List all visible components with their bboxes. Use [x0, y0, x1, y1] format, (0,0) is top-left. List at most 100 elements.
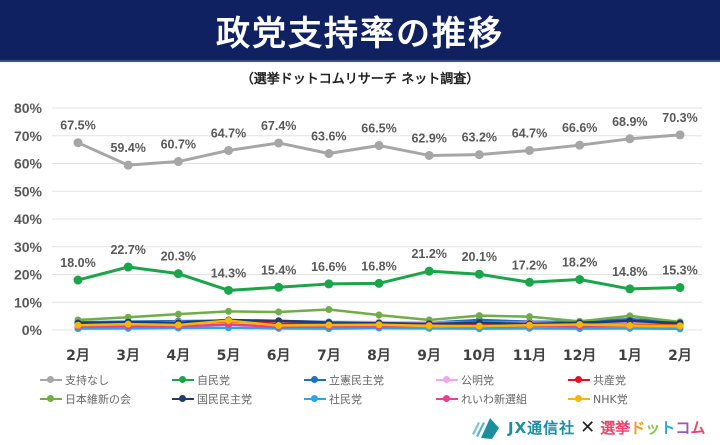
data-label: 60.7% [161, 138, 196, 152]
logo-char: ッ [645, 418, 661, 437]
y-tick-label: 80% [14, 100, 43, 116]
chart-subtitle: （選挙ドットコムリサーチ ネット調査） [240, 72, 480, 87]
legend-label: 日本維新の会 [65, 392, 131, 406]
legend-label: 自民党 [197, 373, 230, 387]
data-point [124, 313, 132, 321]
x-tick-label: 2月 [66, 348, 90, 364]
data-point [173, 269, 183, 279]
data-point [174, 321, 182, 329]
series-9 [74, 317, 684, 330]
legend-marker-icon [436, 394, 458, 404]
x-tick-label: 11月 [513, 348, 546, 364]
data-point [525, 145, 534, 155]
legend-label: 社民党 [329, 392, 362, 406]
legend: 支持なし 自民党 立憲民主党 公明党 共産党 日本維新の会 国民民主党 社民党 れいわ新選組 NH… [40, 372, 700, 406]
y-tick-label: 0% [22, 322, 43, 338]
y-tick-label: 40% [14, 211, 43, 227]
legend-item: 支持なし [40, 372, 172, 387]
legend-marker-icon [40, 394, 62, 404]
data-point [425, 322, 433, 330]
data-point [424, 150, 434, 160]
legend-label: れいわ新選組 [461, 392, 527, 406]
data-label: 15.4% [261, 263, 296, 277]
legend-label: 支持なし [65, 373, 109, 387]
x-tick-label: 10月 [463, 348, 496, 364]
x-tick-label: 8月 [367, 348, 391, 364]
series-0 [73, 130, 685, 170]
title-banner: 政党支持率の推移 [0, 0, 720, 62]
data-point [275, 308, 283, 316]
data-point [173, 157, 183, 167]
legend-label: 国民民主党 [197, 392, 252, 406]
senkyo-dotcom-logo: 選挙ドットコム [600, 417, 705, 438]
chart-title: 政党支持率の推移 [216, 13, 504, 54]
data-point [73, 275, 83, 285]
y-tick-label: 20% [14, 267, 43, 283]
data-label: 68.9% [612, 115, 647, 129]
legend-item: れいわ新選組 [436, 391, 568, 406]
footer-logos: JX通信社 ✕ 選挙ドットコム [470, 412, 705, 442]
data-label: 66.6% [562, 121, 597, 135]
cross-icon: ✕ [580, 416, 596, 438]
data-label: 16.8% [361, 259, 396, 273]
logo-char: 挙 [615, 418, 631, 437]
x-tick-label: 1月 [618, 348, 642, 364]
data-label: 63.2% [462, 131, 497, 145]
data-label: 18.0% [60, 256, 95, 270]
y-tick-label: 70% [14, 128, 43, 144]
data-point [575, 274, 585, 284]
data-label: 64.7% [211, 126, 246, 140]
data-label: 18.2% [562, 255, 597, 269]
data-point [475, 312, 483, 320]
data-point [374, 140, 384, 150]
data-point [475, 322, 483, 330]
data-label: 14.3% [211, 266, 246, 280]
data-label: 67.4% [261, 119, 296, 133]
data-label: 14.8% [612, 265, 647, 279]
data-label: 59.4% [110, 141, 145, 155]
y-tick-label: 10% [14, 294, 43, 310]
line-chart: 0% 10% 20% 30% 40% 50% 60% 70% 80% 2月 3月 4月 5月 6月 7月 8… [14, 100, 702, 364]
data-label: 62.9% [411, 131, 446, 145]
data-label: 63.6% [311, 130, 346, 144]
legend-label: 立憲民主党 [329, 373, 384, 387]
legend-marker-icon [304, 394, 326, 404]
x-tick-label: 12月 [563, 348, 596, 364]
data-point [626, 322, 634, 330]
data-point [576, 320, 584, 328]
legend-label: 公明党 [461, 373, 494, 387]
legend-marker-icon [568, 375, 590, 385]
legend-marker-icon [568, 394, 590, 404]
legend-item: 立憲民主党 [304, 372, 436, 387]
legend-marker-icon [40, 375, 62, 385]
data-point [374, 278, 384, 288]
data-point [123, 160, 133, 170]
logo-char: ド [630, 418, 646, 437]
data-point [325, 321, 333, 329]
data-point [325, 305, 333, 313]
data-labels: 67.5% 59.4% 60.7% 64.7% 67.4% 63.6% 66.5% 62.9%… [60, 111, 697, 280]
data-point [676, 322, 684, 330]
logo-char: ト [660, 418, 676, 437]
data-point [274, 138, 284, 148]
legend-marker-icon [436, 375, 458, 385]
data-point [575, 140, 585, 150]
jx-brand-text: JX通信社 [508, 418, 576, 437]
data-label: 21.2% [411, 247, 446, 261]
logo-char: コ [675, 418, 691, 437]
legend-marker-icon [172, 394, 194, 404]
data-point [675, 130, 685, 140]
x-tick-label: 2月 [668, 348, 692, 364]
x-axis-ticks: 2月 3月 4月 5月 6月 7月 8月 9月 10月 11月 12月 1月 2月 [66, 348, 692, 364]
x-tick-label: 9月 [417, 348, 441, 364]
data-point [626, 312, 634, 320]
legend-item: 国民民主党 [172, 391, 304, 406]
data-point [625, 284, 635, 294]
legend-item: 社民党 [304, 391, 436, 406]
legend-item: 自民党 [172, 372, 304, 387]
logo-char: 選 [600, 418, 616, 437]
data-label: 22.7% [110, 243, 145, 257]
data-label: 20.3% [161, 250, 196, 264]
data-point [225, 307, 232, 315]
data-point [424, 266, 434, 276]
